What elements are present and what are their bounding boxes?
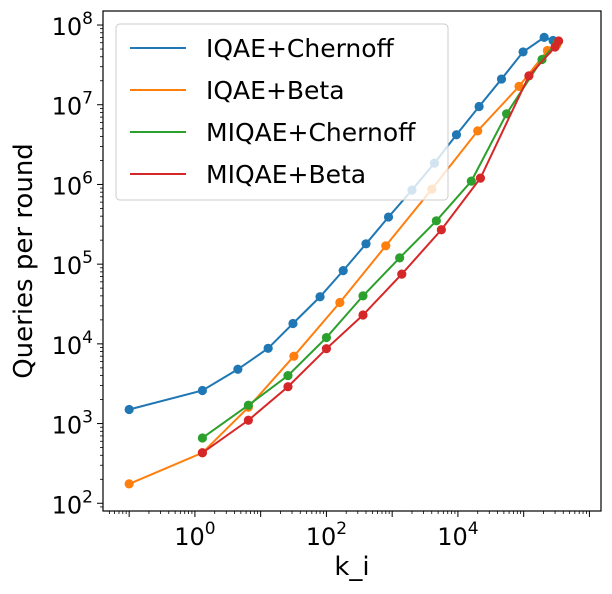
data-point: [197, 385, 208, 396]
data-point: [431, 216, 441, 226]
data-point: [289, 351, 299, 361]
y-tick-label: 108: [52, 9, 93, 41]
x-tick-label: 100: [174, 519, 215, 551]
series-0: [124, 32, 558, 415]
data-point: [124, 404, 134, 415]
legend-box: [115, 23, 449, 201]
y-tick-label: 103: [52, 408, 93, 440]
data-point: [197, 448, 208, 458]
data-point: [383, 212, 394, 222]
data-point: [554, 36, 564, 46]
series-layer: [124, 32, 564, 489]
data-point: [381, 241, 391, 251]
series-3: [197, 36, 564, 458]
data-point: [466, 176, 476, 186]
y-tick-label: 107: [52, 89, 93, 121]
data-point: [233, 364, 243, 374]
legend-label: IQAE+Chernoff: [206, 34, 395, 63]
data-point: [243, 415, 253, 425]
data-point: [124, 479, 134, 489]
y-axis-title: Queries per round: [9, 143, 39, 379]
data-point: [338, 266, 348, 276]
data-point: [197, 433, 208, 443]
data-point: [395, 253, 405, 263]
y-tick-label: 106: [52, 168, 93, 200]
x-axis-title: k_i: [334, 552, 369, 582]
data-point: [243, 400, 253, 410]
data-point: [283, 370, 293, 381]
data-point: [474, 101, 484, 112]
data-point: [496, 74, 507, 84]
y-tick-label: 104: [52, 328, 93, 360]
data-point: [451, 130, 462, 140]
data-point: [514, 81, 524, 91]
legend-label: MIQAE+Beta: [206, 160, 366, 189]
data-point: [288, 318, 298, 329]
x-tick-label: 102: [306, 519, 347, 551]
y-tick-label: 102: [52, 487, 93, 519]
data-point: [473, 126, 483, 136]
data-point: [539, 32, 549, 42]
plot-frame: [102, 10, 602, 512]
data-point: [358, 291, 368, 301]
x-tick-label: 104: [437, 519, 478, 551]
data-point: [263, 343, 273, 353]
legend-label: IQAE+Beta: [206, 76, 345, 105]
data-point: [397, 269, 407, 279]
data-point: [361, 239, 371, 249]
ticks-layer: 100 102 104 102 103 104 105 106 107 108: [52, 9, 590, 551]
data-point: [537, 54, 547, 65]
legend-label: MIQAE+Chernoff: [206, 118, 416, 147]
legend: IQAE+Chernoff IQAE+Beta MIQAE+Chernoff MIQA…: [115, 23, 449, 201]
data-point: [436, 225, 446, 235]
y-tick-label: 105: [52, 248, 93, 280]
data-point: [321, 344, 332, 354]
data-point: [335, 297, 345, 308]
data-point: [524, 71, 534, 81]
data-point: [321, 332, 332, 343]
data-point: [283, 382, 293, 392]
data-point: [315, 292, 325, 302]
data-point: [518, 47, 528, 57]
data-point: [475, 173, 486, 183]
data-point: [358, 310, 368, 320]
